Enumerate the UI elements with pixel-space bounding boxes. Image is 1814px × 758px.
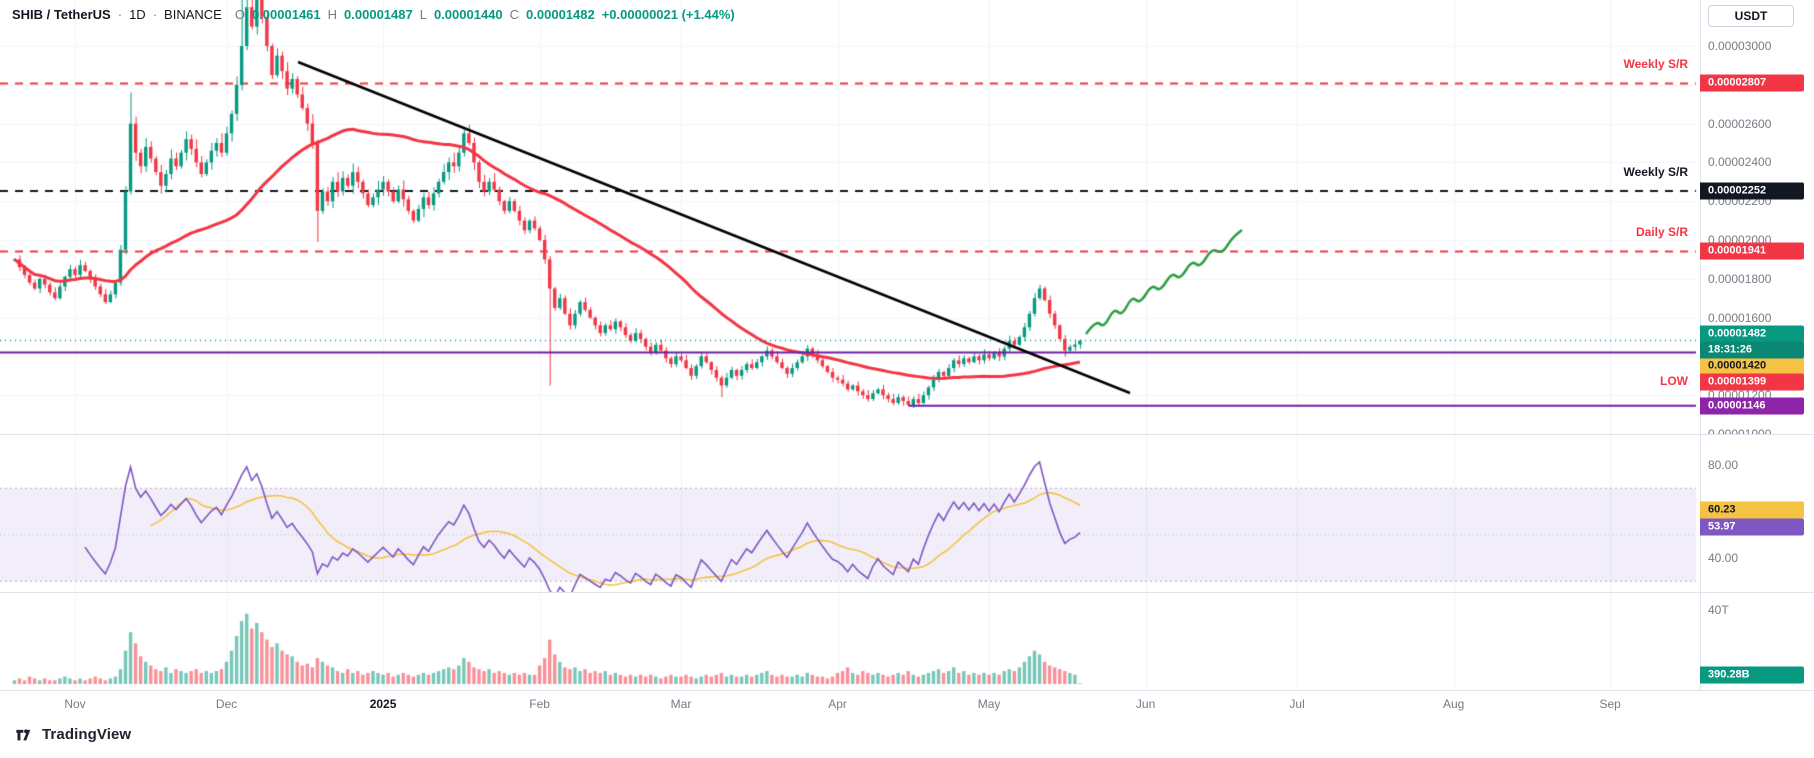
volume-axis[interactable]: 40T 390.28B	[1700, 594, 1814, 690]
price-axis[interactable]: 0.000030000.000028000.000026000.00002400…	[1700, 0, 1814, 434]
price-badge-weekly-sr-upper: 0.00002807	[1700, 74, 1804, 92]
symbol-legend[interactable]: SHIB / TetherUS · 1D · BINANCE O 0.00001…	[12, 7, 735, 22]
time-axis-label-Sep: Sep	[1599, 697, 1621, 711]
time-axis-label-Nov: Nov	[64, 697, 86, 711]
separator-dot: ·	[152, 7, 158, 22]
pane-separator[interactable]	[0, 434, 1814, 435]
countdown-badge: 18:31:26	[1700, 341, 1804, 359]
tradingview-logo-icon	[16, 729, 31, 741]
volume-badge: 390.28B	[1700, 666, 1804, 684]
time-axis-label-Jun: Jun	[1135, 697, 1156, 711]
price-axis-tick: 0.00002400	[1708, 155, 1772, 170]
close-value: 0.00001482	[526, 7, 595, 22]
close-letter: C	[509, 7, 520, 22]
time-axis-label-Mar: Mar	[670, 697, 692, 711]
high-value: 0.00001487	[344, 7, 413, 22]
price-axis-tick: 0.00003000	[1708, 39, 1772, 53]
low-letter: L	[419, 7, 427, 22]
symbol-name: SHIB / TetherUS	[12, 7, 111, 22]
open-value: 0.00001461	[251, 7, 321, 22]
tradingview-logo-text: TradingView	[42, 726, 132, 743]
price-axis-tick: 0.00001600	[1708, 310, 1772, 325]
separator-dot: ·	[117, 7, 123, 22]
time-axis-label-Dec: Dec	[215, 697, 238, 711]
volume-axis-tick: 40T	[1708, 603, 1729, 617]
level-label-swing-low: LOW	[1660, 374, 1688, 388]
time-axis-label-May: May	[977, 697, 1001, 711]
pane-separator[interactable]	[0, 592, 1814, 593]
rsi-axis[interactable]: 80.00 40.00 60.23 53.97	[1700, 436, 1814, 592]
open-letter: O	[234, 7, 245, 22]
level-label-weekly-sr-lower: Weekly S/R	[1623, 165, 1688, 179]
price-axis-tick: 0.00002600	[1708, 116, 1772, 131]
rsi-axis-tick: 80.00	[1708, 458, 1739, 472]
high-letter: H	[327, 7, 338, 22]
change-value: +0.00000021 (+1.44%)	[601, 7, 735, 22]
price-scale-currency[interactable]: USDT	[1708, 5, 1794, 27]
time-axis[interactable]: Nov Dec 2025 Feb Mar Apr May Jun Jul Aug Sep	[0, 690, 1700, 718]
time-axis-label-Jul: Jul	[1289, 697, 1305, 711]
time-axis-label-2025: 2025	[369, 697, 397, 711]
price-badge-daily-sr: 0.00001941	[1700, 242, 1804, 260]
price-badge-weekly-sr-lower: 0.00002252	[1700, 182, 1804, 200]
time-axis-border	[0, 690, 1814, 691]
price-axis-tick: 0.00001800	[1708, 271, 1772, 286]
price-badge-current-price: 0.00001482	[1700, 325, 1804, 343]
rsi-axis-tick: 40.00	[1708, 551, 1739, 565]
price-badge-level-1146: 0.00001146	[1700, 397, 1804, 415]
price-badge-swing-low: 0.00001399	[1700, 373, 1804, 391]
time-axis-label-Feb: Feb	[529, 697, 550, 711]
interval-label: 1D	[129, 7, 146, 22]
chart-canvas[interactable]	[0, 0, 1700, 718]
time-axis-label-Apr: Apr	[828, 697, 847, 711]
tradingview-logo[interactable]: TradingView	[14, 724, 131, 745]
exchange-label: BINANCE	[164, 7, 222, 22]
rsi-badge: 60.23	[1700, 501, 1804, 519]
level-label-weekly-sr-upper: Weekly S/R	[1623, 57, 1688, 71]
low-value: 0.00001440	[433, 7, 503, 22]
price-axis-tick: 0.00001000	[1708, 427, 1772, 434]
rsi-badge: 53.97	[1700, 518, 1804, 536]
time-axis-label-Aug: Aug	[1442, 697, 1465, 711]
price-badge-level-1420: 0.00001420	[1700, 357, 1804, 375]
level-label-daily-sr: Daily S/R	[1635, 225, 1688, 239]
